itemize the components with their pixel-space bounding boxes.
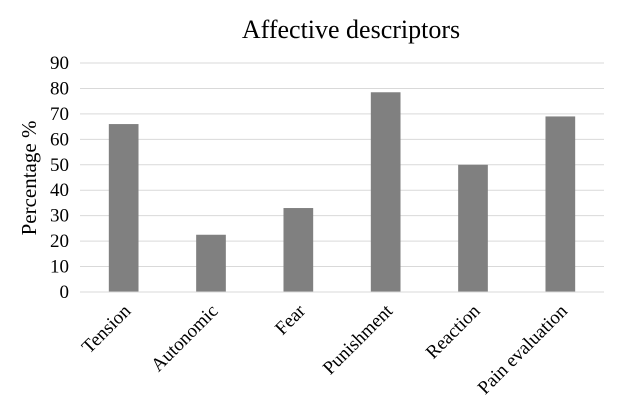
- y-tick-label: 40: [50, 180, 69, 201]
- bar-tension: [108, 124, 139, 292]
- bar-reaction: [458, 164, 488, 292]
- y-tick-labels: 0 10 20 30 40 50 60 70 80 90: [50, 53, 69, 303]
- x-tick-label: Pain evaluation: [474, 300, 572, 398]
- x-tick-label: Tension: [78, 300, 136, 358]
- bar-punishment: [370, 92, 401, 292]
- chart-title: Affective descriptors: [242, 15, 460, 44]
- y-tick-label: 50: [50, 155, 69, 176]
- bar-fear: [283, 208, 314, 292]
- x-tick-label: Punishment: [319, 300, 398, 379]
- y-tick-label: 70: [50, 104, 69, 125]
- x-tick-label: Reaction: [422, 300, 485, 363]
- y-tick-label: 10: [50, 257, 69, 278]
- gridlines: [80, 62, 604, 268]
- bars: [108, 92, 576, 292]
- x-tick-label: Fear: [271, 300, 310, 339]
- y-tick-label: 0: [60, 282, 70, 303]
- x-tick-label: Autonomic: [147, 301, 222, 376]
- x-tick-labels: Tension Autonomic Fear Punishment ReactionPa…: [78, 300, 572, 399]
- bar-pain-evaluation: [545, 116, 576, 292]
- y-tick-label: 60: [50, 129, 69, 150]
- y-tick-label: 30: [50, 206, 69, 227]
- y-axis-label: Percentage %: [17, 121, 41, 236]
- y-tick-label: 80: [50, 78, 69, 99]
- y-tick-label: 90: [50, 53, 69, 74]
- y-tick-label: 20: [50, 231, 69, 252]
- bar-autonomic: [196, 234, 226, 292]
